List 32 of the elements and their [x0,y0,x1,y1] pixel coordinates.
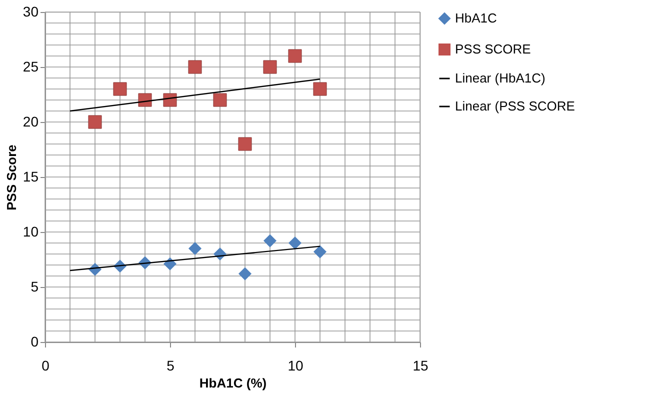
x-tick-label: 5 [166,358,175,374]
point [288,49,302,63]
y-tick-label: 25 [22,58,39,74]
legend-label: PSS SCORE [455,42,532,56]
point [313,82,327,96]
point [163,93,177,107]
point [188,242,202,256]
x-tick-label: 0 [42,358,50,374]
y-tick-label: 15 [22,168,39,184]
point [313,245,327,258]
x-tick-label: 15 [412,358,428,374]
legend-label: Linear (HbA1C) [455,70,546,86]
point [288,236,302,250]
point [213,93,227,107]
point [113,82,127,96]
legend-label: HbA1C [455,10,497,26]
y-axis-title: PSS Score [4,144,19,210]
x-tick-label: 10 [288,358,304,374]
point [88,115,102,129]
y-tick-label: 10 [22,224,39,240]
point [263,60,277,74]
y-tick-label: 30 [22,4,39,20]
y-tick-label: 0 [30,334,39,350]
x-axis-title: HbA1C (%) [199,376,267,390]
point [238,137,252,151]
point [188,60,202,74]
legend-label: Linear (PSS SCORE [455,98,576,114]
point [238,267,252,280]
point [263,234,277,248]
y-tick-label: 5 [30,278,39,294]
point [138,93,152,107]
y-tick-label: 20 [22,114,39,130]
